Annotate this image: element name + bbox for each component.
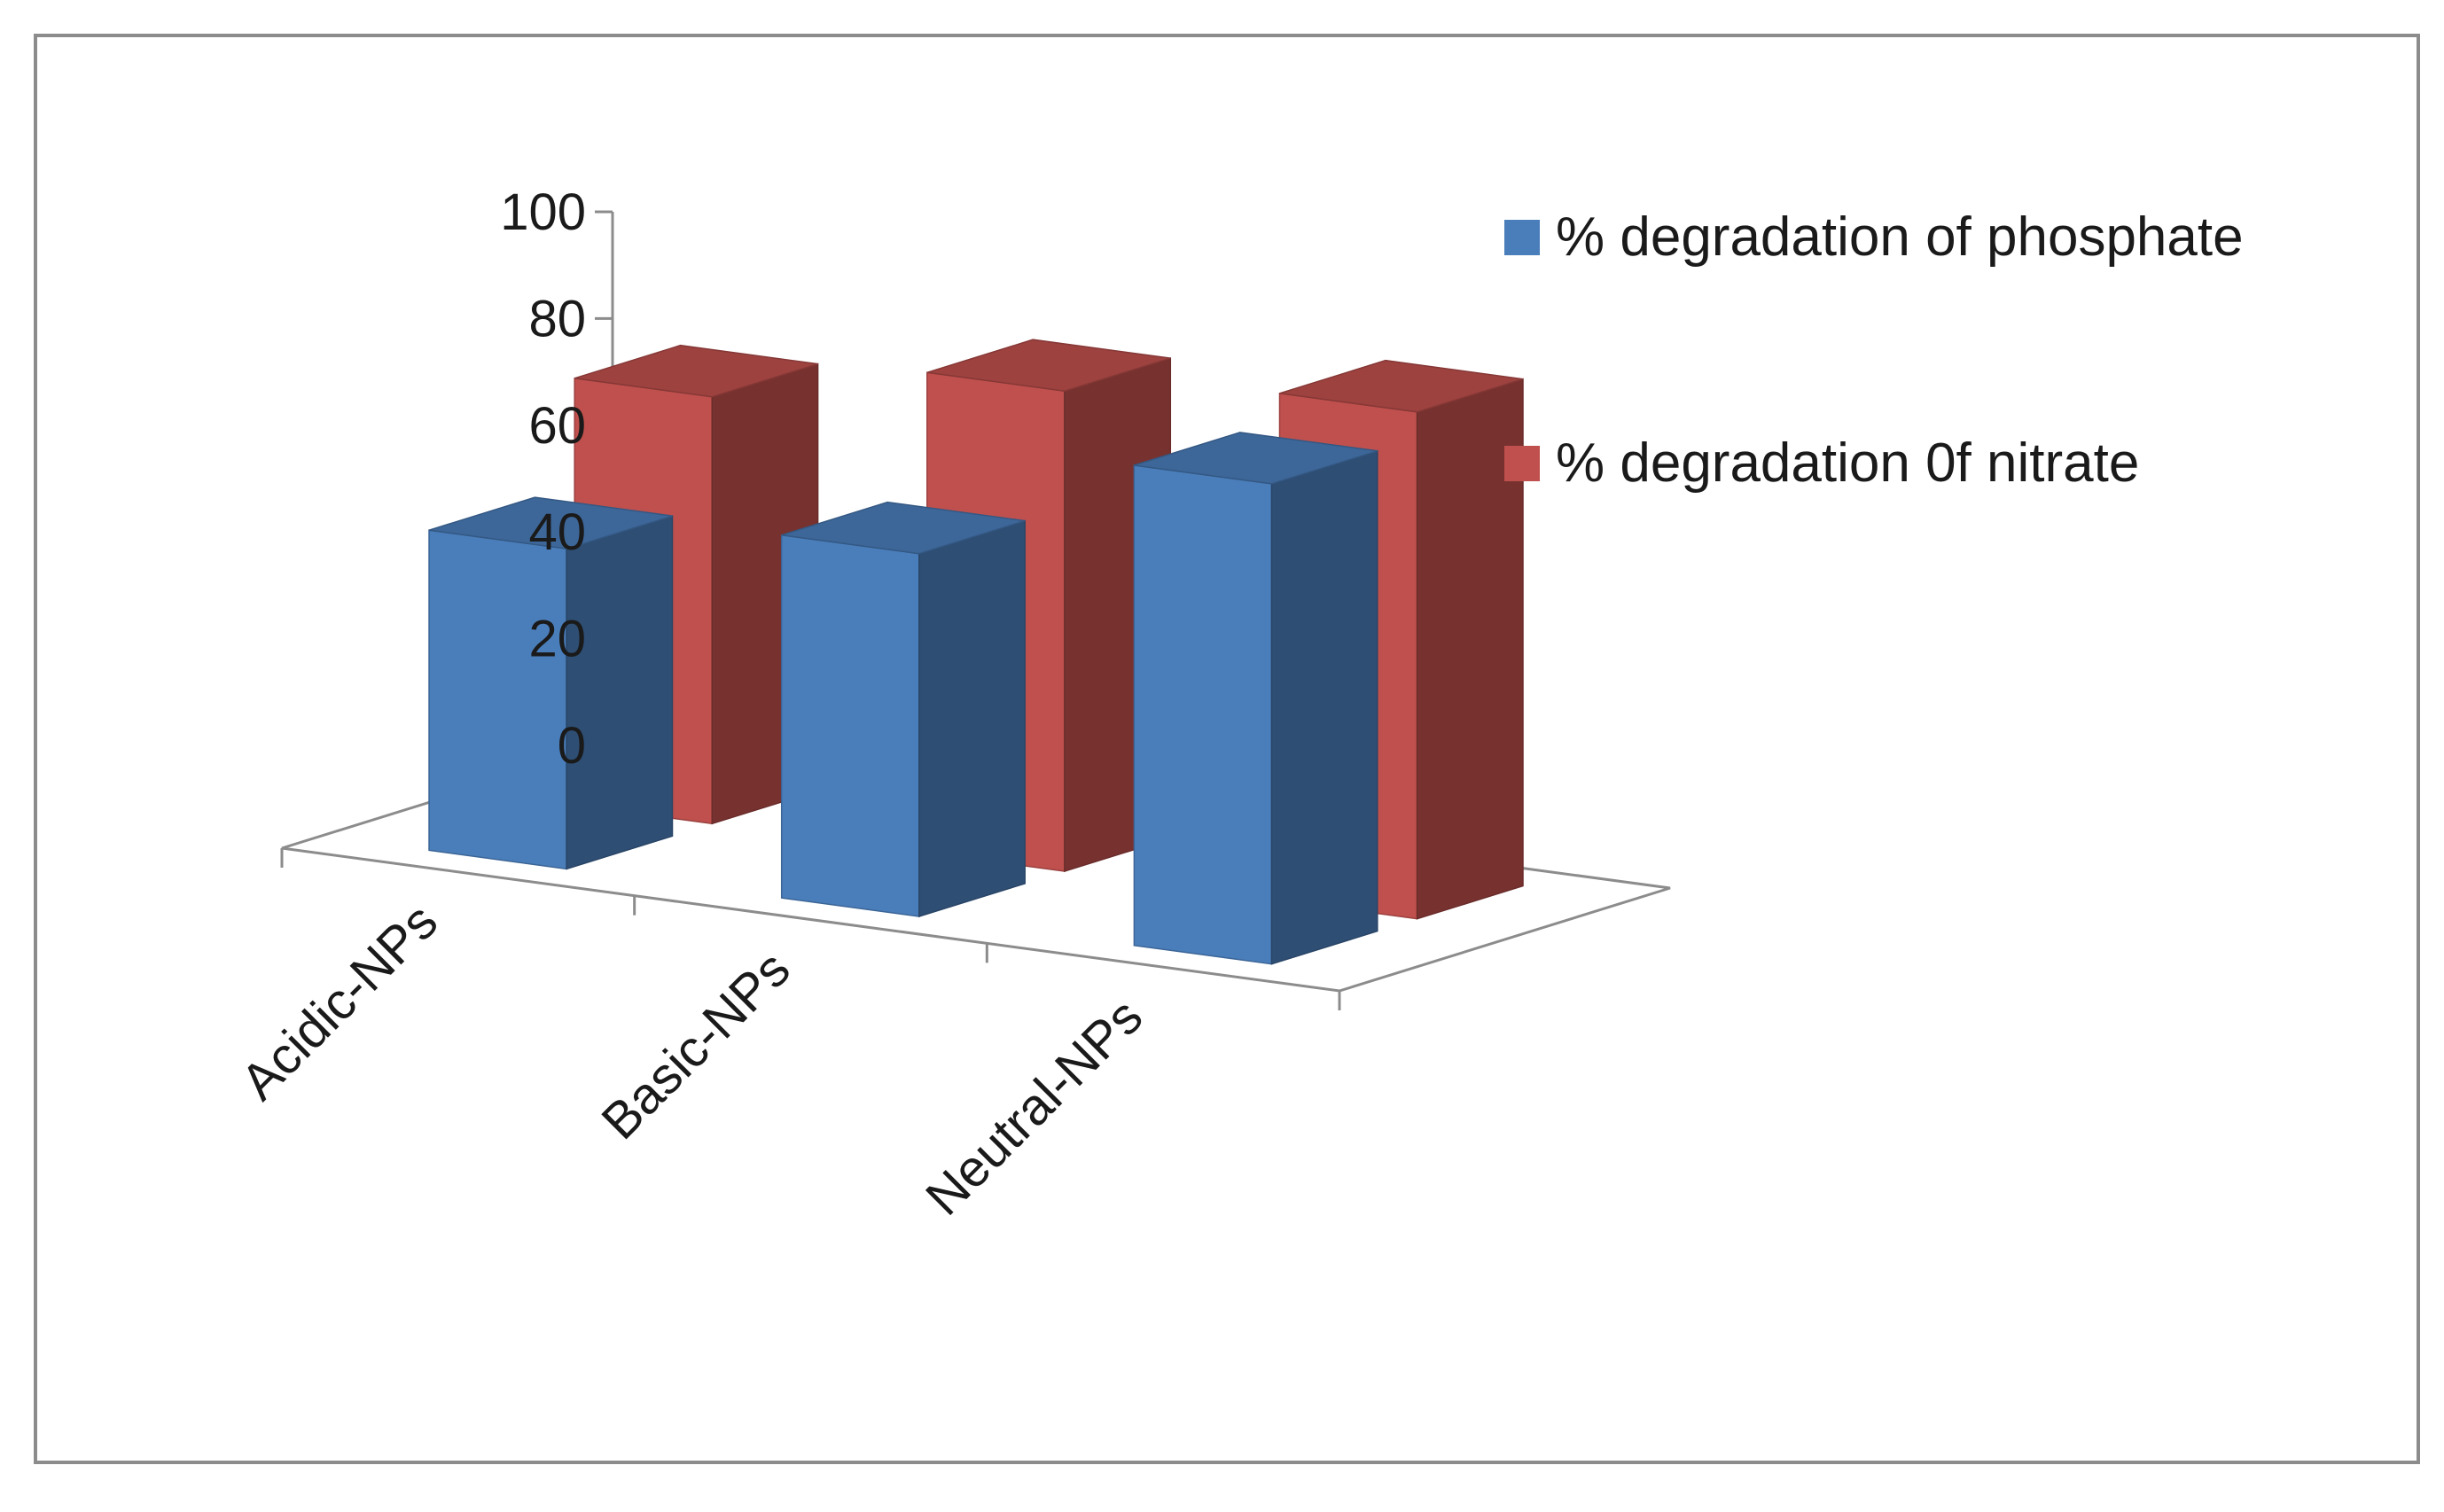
phosphate-bar [780, 501, 1026, 918]
phosphate-bar-front [1133, 464, 1273, 965]
y-tick-label: 60 [528, 397, 586, 455]
x-category-label: Neutral-NPs [915, 987, 1153, 1226]
phosphate-bar-side [566, 515, 674, 870]
legend: % degradation of phosphate % degradation … [1504, 207, 2244, 494]
legend-swatch [1504, 446, 1540, 481]
phosphate-bar-top [781, 501, 1026, 555]
phosphate-bars [428, 432, 1378, 965]
y-tick-label: 80 [528, 290, 586, 347]
y-tick-label: 0 [558, 717, 586, 775]
y-tick-label: 40 [528, 503, 586, 561]
nitrate-bars [574, 339, 1524, 920]
x-category-label: Basic-NPs [590, 940, 800, 1150]
x-category-label: Acidic-NPs [230, 892, 449, 1111]
phosphate-bar-side [918, 519, 1026, 918]
phosphate-bar-side [1270, 449, 1378, 965]
y-tick-label: 20 [528, 611, 586, 668]
legend-label: % degradation 0f nitrate [1556, 433, 2139, 494]
legend-label: % degradation of phosphate [1556, 207, 2244, 268]
phosphate-bar-front [428, 529, 567, 870]
y-tick-label: 100 [500, 183, 586, 241]
phosphate-bar-front [780, 534, 920, 917]
phosphate-bar-top [428, 496, 673, 549]
nitrate-bar-top [1279, 359, 1524, 413]
nitrate-bar-top [574, 344, 818, 398]
legend-swatch [1504, 220, 1540, 255]
phosphate-bar [1133, 432, 1378, 965]
phosphate-bar-top [1134, 432, 1378, 485]
nitrate-bar-top [926, 339, 1171, 392]
phosphate-bar [428, 496, 674, 870]
